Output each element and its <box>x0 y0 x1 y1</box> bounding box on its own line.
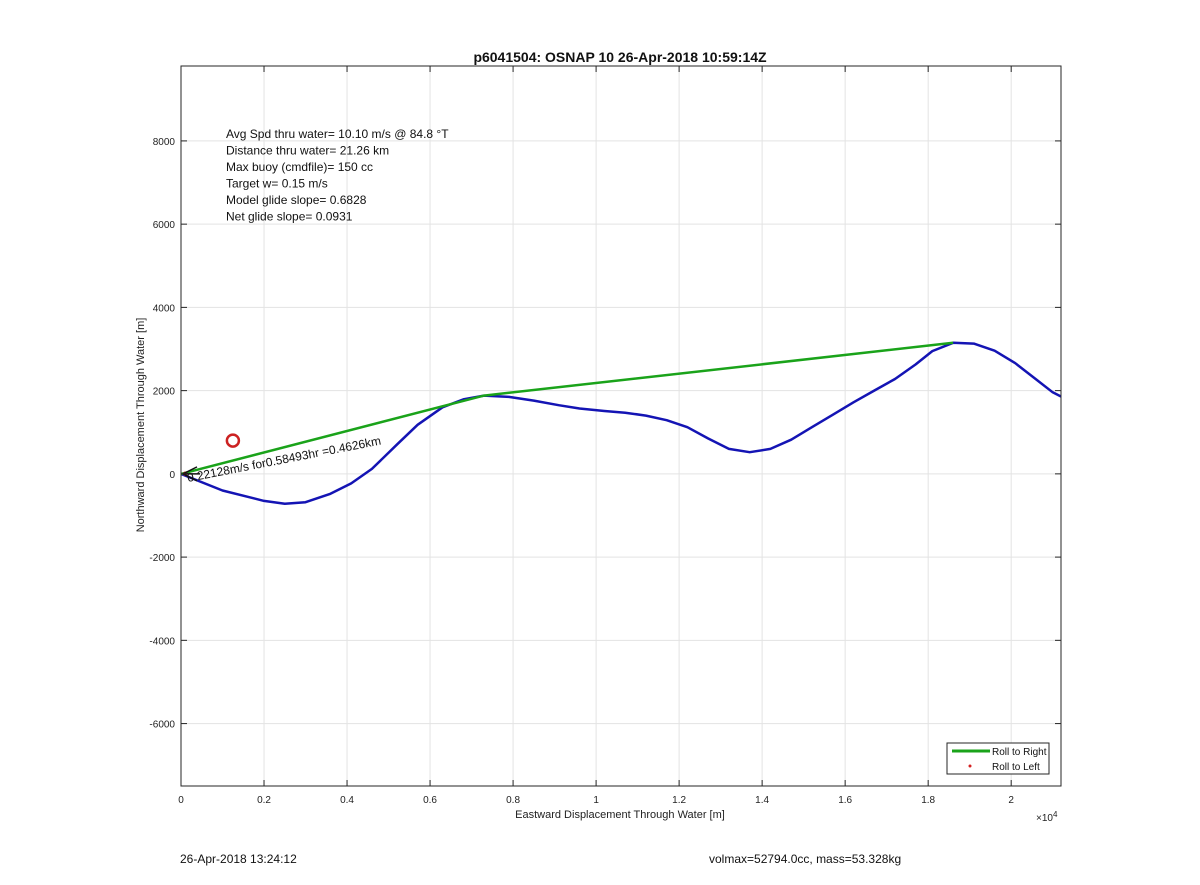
x-tick-label: 1 <box>593 795 599 806</box>
x-exponent-base: ×10 <box>1036 813 1053 824</box>
y-tick-label: 8000 <box>153 137 176 148</box>
track-line <box>181 341 1061 506</box>
legend: Roll to Right Roll to Left <box>946 742 1050 775</box>
x-tick-label: 1.4 <box>755 795 769 806</box>
y-tick-label: 4000 <box>153 303 176 314</box>
x-tick-label: 1.2 <box>672 795 686 806</box>
legend-swatch-roll-left <box>968 764 972 768</box>
legend-label-roll-right: Roll to Right <box>992 747 1047 758</box>
y-tick-label: 0 <box>169 470 175 481</box>
x-tick-label: 1.8 <box>921 795 935 806</box>
annotation-line: Target w= 0.15 m/s <box>226 177 328 191</box>
track-layer <box>181 341 1061 506</box>
annotation-line: Net glide slope= 0.0931 <box>226 210 353 224</box>
x-tick-label: 2 <box>1008 795 1014 806</box>
annotation-line: Distance thru water= 21.26 km <box>226 144 389 158</box>
chart-title: p6041504: OSNAP 10 26-Apr-2018 10:59:14Z <box>473 49 767 65</box>
annotations: Avg Spd thru water= 10.10 m/s @ 84.8 °T D… <box>226 127 449 224</box>
x-exponent-label: ×104 <box>1036 810 1058 824</box>
marker-circle <box>225 433 241 448</box>
axes-box <box>180 65 1062 787</box>
y-tick-label: 6000 <box>153 220 176 231</box>
roll-right-line <box>180 341 954 476</box>
annotation-line: Avg Spd thru water= 10.10 m/s @ 84.8 °T <box>226 127 449 141</box>
x-tick-label: 0.2 <box>257 795 271 806</box>
x-tick-label: 0.6 <box>423 795 437 806</box>
x-tick-label: 0.4 <box>340 795 354 806</box>
y-axis-label: Northward Displacement Through Water [m] <box>135 318 147 533</box>
series-layer: 0.22128m/s for0.58493hr =0.4626km <box>180 341 954 485</box>
legend-box <box>946 742 1050 775</box>
x-axis-label: Eastward Displacement Through Water [m] <box>515 809 725 821</box>
y-tick-label: -2000 <box>149 553 175 564</box>
annotation-line: Max buoy (cmdfile)= 150 cc <box>226 160 373 174</box>
footer-timestamp: 26-Apr-2018 13:24:12 <box>180 852 297 866</box>
y-tick-label: 2000 <box>153 387 176 398</box>
x-tick-label: 0 <box>178 795 184 806</box>
footer-volmax-mass: volmax=52794.0cc, mass=53.328kg <box>709 852 902 866</box>
grid <box>180 66 1061 786</box>
ticks-layer: 0 0.2 0.4 0.6 0.8 1 1.2 1.4 1.6 1.8 2 -6000 -4000 -20… <box>149 66 1061 806</box>
x-tick-label: 1.6 <box>838 795 852 806</box>
x-tick-label: 0.8 <box>506 795 520 806</box>
annotation-line: Model glide slope= 0.6828 <box>226 193 367 207</box>
current-vector-label: 0.22128m/s for0.58493hr =0.4626km <box>186 434 382 485</box>
y-tick-label: -4000 <box>149 636 175 647</box>
legend-label-roll-left: Roll to Left <box>992 762 1040 773</box>
x-exponent-power: 4 <box>1053 810 1058 819</box>
y-tick-label: -6000 <box>149 720 175 731</box>
